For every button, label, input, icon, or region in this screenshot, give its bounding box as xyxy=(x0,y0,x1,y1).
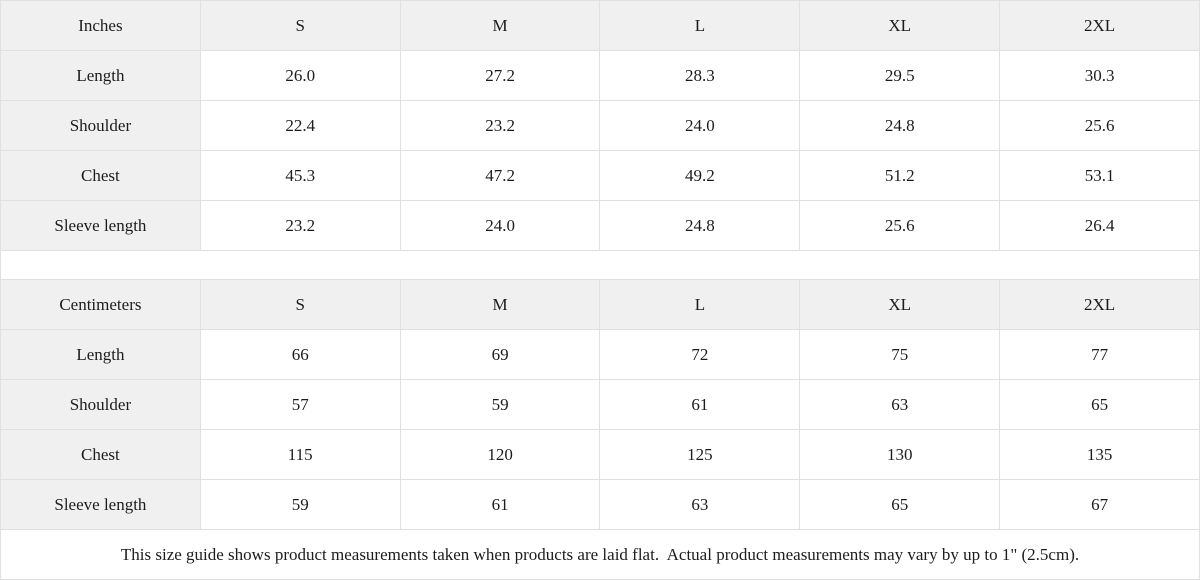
size-header-2xl: 2XL xyxy=(999,0,1200,51)
measurement-cell: 125 xyxy=(599,429,801,480)
measurement-cell: 28.3 xyxy=(599,50,801,101)
unit-label-centimeters: Centimeters xyxy=(0,279,201,330)
unit-label-inches: Inches xyxy=(0,0,201,51)
measurement-cell: 59 xyxy=(399,379,601,430)
inches-row-chest: Chest 45.3 47.2 49.2 51.2 53.1 xyxy=(0,150,1200,201)
measurement-cell: 25.6 xyxy=(799,200,1001,251)
measurement-cell: 45.3 xyxy=(199,150,401,201)
measurement-cell: 27.2 xyxy=(399,50,601,101)
measurement-cell: 63 xyxy=(599,479,801,530)
row-label: Shoulder xyxy=(0,379,201,430)
measurement-cell: 26.4 xyxy=(999,200,1200,251)
section-spacer xyxy=(0,250,1200,280)
measurement-cell: 47.2 xyxy=(399,150,601,201)
row-label: Sleeve length xyxy=(0,200,201,251)
size-header-s: S xyxy=(199,0,401,51)
measurement-cell: 120 xyxy=(399,429,601,480)
size-header-xl: XL xyxy=(799,0,1001,51)
measurement-cell: 24.8 xyxy=(799,100,1001,151)
measurement-cell: 29.5 xyxy=(799,50,1001,101)
size-header-2xl: 2XL xyxy=(999,279,1200,330)
measurement-cell: 63 xyxy=(799,379,1001,430)
measurement-cell: 66 xyxy=(199,329,401,380)
centimeters-header-row: Centimeters S M L XL 2XL xyxy=(0,279,1200,330)
measurement-cell: 24.0 xyxy=(399,200,601,251)
measurement-cell: 49.2 xyxy=(599,150,801,201)
measurement-cell: 25.6 xyxy=(999,100,1200,151)
measurement-cell: 135 xyxy=(999,429,1200,480)
row-label: Length xyxy=(0,329,201,380)
size-header-m: M xyxy=(399,279,601,330)
measurement-cell: 115 xyxy=(199,429,401,480)
centimeters-row-sleeve-length: Sleeve length 59 61 63 65 67 xyxy=(0,479,1200,530)
row-label: Shoulder xyxy=(0,100,201,151)
centimeters-row-length: Length 66 69 72 75 77 xyxy=(0,329,1200,380)
size-header-m: M xyxy=(399,0,601,51)
note-row: This size guide shows product measuremen… xyxy=(0,529,1200,580)
row-label: Chest xyxy=(0,150,201,201)
centimeters-row-chest: Chest 115 120 125 130 135 xyxy=(0,429,1200,480)
size-guide-note: This size guide shows product measuremen… xyxy=(0,529,1200,580)
measurement-cell: 61 xyxy=(399,479,601,530)
centimeters-row-shoulder: Shoulder 57 59 61 63 65 xyxy=(0,379,1200,430)
inches-row-shoulder: Shoulder 22.4 23.2 24.0 24.8 25.6 xyxy=(0,100,1200,151)
size-header-l: L xyxy=(599,0,801,51)
measurement-cell: 24.0 xyxy=(599,100,801,151)
size-header-xl: XL xyxy=(799,279,1001,330)
row-label: Length xyxy=(0,50,201,101)
inches-row-sleeve-length: Sleeve length 23.2 24.0 24.8 25.6 26.4 xyxy=(0,200,1200,251)
row-label: Sleeve length xyxy=(0,479,201,530)
measurement-cell: 30.3 xyxy=(999,50,1200,101)
measurement-cell: 22.4 xyxy=(199,100,401,151)
inches-row-length: Length 26.0 27.2 28.3 29.5 30.3 xyxy=(0,50,1200,101)
measurement-cell: 61 xyxy=(599,379,801,430)
measurement-cell: 67 xyxy=(999,479,1200,530)
size-header-s: S xyxy=(199,279,401,330)
measurement-cell: 51.2 xyxy=(799,150,1001,201)
measurement-cell: 65 xyxy=(799,479,1001,530)
section-spacer-row xyxy=(0,250,1200,280)
measurement-cell: 130 xyxy=(799,429,1001,480)
row-label: Chest xyxy=(0,429,201,480)
measurement-cell: 24.8 xyxy=(599,200,801,251)
measurement-cell: 69 xyxy=(399,329,601,380)
measurement-cell: 57 xyxy=(199,379,401,430)
measurement-cell: 65 xyxy=(999,379,1200,430)
measurement-cell: 59 xyxy=(199,479,401,530)
measurement-cell: 23.2 xyxy=(199,200,401,251)
measurement-cell: 75 xyxy=(799,329,1001,380)
inches-header-row: Inches S M L XL 2XL xyxy=(0,0,1200,51)
size-header-l: L xyxy=(599,279,801,330)
measurement-cell: 72 xyxy=(599,329,801,380)
measurement-cell: 23.2 xyxy=(399,100,601,151)
measurement-cell: 26.0 xyxy=(199,50,401,101)
measurement-cell: 53.1 xyxy=(999,150,1200,201)
measurement-cell: 77 xyxy=(999,329,1200,380)
